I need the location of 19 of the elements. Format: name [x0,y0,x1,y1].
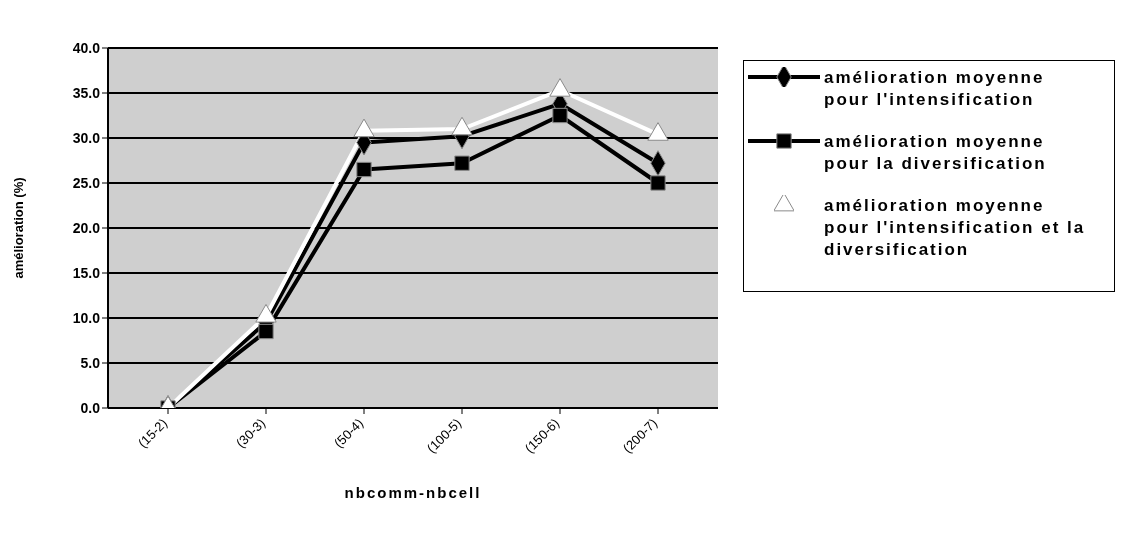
y-tick-label: 15.0 [72,264,101,281]
y-tick-label: 30.0 [72,129,101,146]
y-tick-label: 35.0 [72,84,101,101]
legend-label: amélioration moyenne pour la diversification [824,131,1048,175]
point [454,155,470,171]
y-tick-label: 5.0 [80,354,101,371]
legend-label: amélioration moyenne pour l'intensification [824,67,1046,111]
y-axis-title: amélioration (%) [10,177,26,279]
point [650,175,666,191]
y-tick-label: 25.0 [72,174,101,191]
y-tick-label: 10.0 [72,309,101,326]
point [552,107,568,124]
y-tick-label: 0.0 [80,399,101,416]
point [255,303,277,323]
point [356,161,372,178]
x-axis-title: nbcomm-nbcell [344,484,482,501]
y-tick-label: 20.0 [72,219,101,236]
legend-label: amélioration moyenne pour l'intensification et la diversification [824,195,1087,261]
y-tick-label: 40.0 [72,39,101,56]
